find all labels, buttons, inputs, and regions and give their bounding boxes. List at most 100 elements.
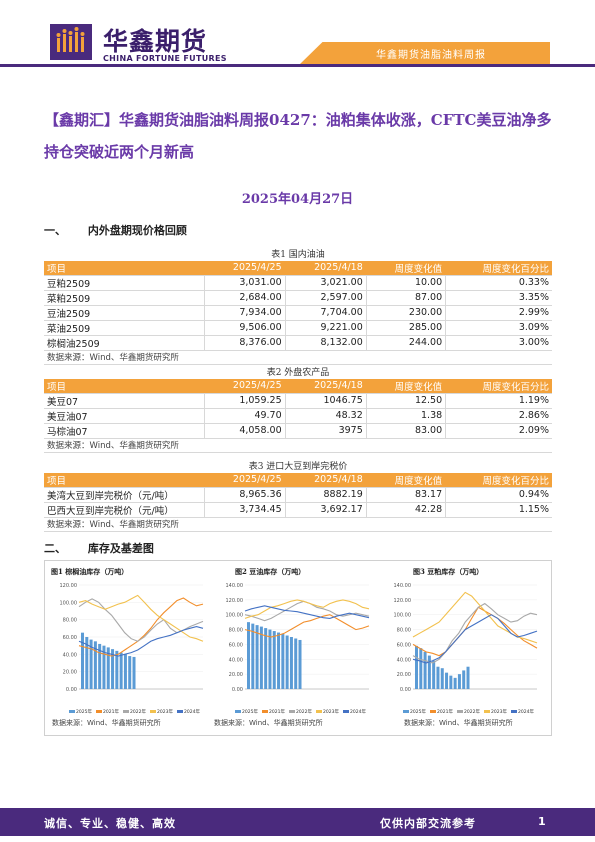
column-header: 2025/4/18 [284, 378, 367, 394]
footer-bar: 诚信、专业、稳健、高效 仅供内部交流参考 1 [0, 808, 595, 836]
table-cell: 9,506.00 [203, 320, 286, 336]
table-row: 菜粕2509 2,684.00 2,597.00 87.00 3.35% [44, 290, 552, 306]
chart-svg: 0.00 20.00 40.00 60.00 80.00 100.00 120.00 140.… [394, 583, 538, 715]
legend-swatch [262, 710, 268, 713]
row-label: 菜粕2509 [44, 290, 204, 306]
table-cell: 2.86% [445, 408, 552, 424]
table-domestic: 表1 国内油油 项目 2025/4/25 2025/4/18 周度变化值 周度变化百分比豆… [44, 246, 552, 365]
column-header: 项目 [44, 260, 204, 276]
legend-label: 2024年 [350, 708, 366, 715]
legend-label: 2025年 [410, 708, 426, 715]
series-line [412, 614, 538, 664]
bar [111, 649, 115, 689]
table-cell: 12.50 [365, 393, 446, 409]
row-label: 棕榈油2509 [44, 335, 204, 351]
chart-svg: 0.00 20.00 40.00 60.00 80.00 100.00 120.00 2025… [60, 583, 204, 715]
table-cell: 7,704.00 [284, 305, 367, 321]
chart-title: 图2 豆油库存（万吨） [235, 567, 306, 576]
row-label: 美湾大豆到岸完税价（元/吨） [44, 487, 204, 503]
chart-source-1: 数据来源：Wind、华鑫期货研究所 [52, 719, 161, 727]
table-cell: 1,059.25 [203, 393, 286, 409]
table-cell: 3.35% [445, 290, 552, 306]
legend-label: 2022年 [464, 708, 480, 715]
legend-swatch [457, 710, 463, 713]
y-tick-label: 60.00 [63, 635, 77, 641]
footer-disclaimer: 仅供内部交流参考 [380, 817, 476, 830]
table-cell: 2.99% [445, 305, 552, 321]
legend-label: 2024年 [518, 708, 534, 715]
legend-swatch [403, 710, 409, 713]
legend-label: 2022年 [296, 708, 312, 715]
bar [294, 638, 298, 689]
table-cell: 2,597.00 [284, 290, 367, 306]
bar [436, 666, 440, 689]
table-caption-row: 表3 进口大豆到岸完税价 [44, 458, 552, 473]
table-header-row: 项目 2025/4/25 2025/4/18 周度变化值 周度变化百分比 [44, 472, 552, 488]
series-line [244, 614, 370, 638]
y-tick-label: 80.00 [229, 628, 243, 634]
bar [277, 632, 281, 689]
bar [119, 652, 123, 689]
table-cell: 3.09% [445, 320, 552, 336]
legend-swatch [316, 710, 322, 713]
bar [419, 648, 423, 689]
table-cell: 3,021.00 [284, 275, 367, 291]
table-row: 马棕油07 4,058.00 3975 83.00 2.09% [44, 423, 552, 439]
bar [115, 650, 119, 689]
table-cell: 2.09% [445, 423, 552, 439]
y-tick-label: 120.00 [60, 583, 78, 589]
bar [432, 660, 436, 689]
y-tick-label: 0.00 [66, 687, 77, 693]
column-header: 周度变化百分比 [445, 472, 552, 488]
y-tick-label: 20.00 [397, 672, 411, 678]
report-date: 2025年04月27日 [241, 192, 354, 207]
row-label: 美豆07 [44, 393, 204, 409]
table-source: 数据来源：Wind、华鑫期货研究所 [44, 517, 552, 532]
table-cell: 48.32 [284, 408, 367, 424]
table-row: 豆油2509 7,934.00 7,704.00 230.00 2.99% [44, 305, 552, 321]
column-header: 2025/4/25 [203, 472, 286, 488]
y-tick-label: 20.00 [63, 670, 77, 676]
bar [298, 639, 302, 689]
legend-label: 2023年 [157, 708, 173, 715]
table-header-row: 项目 2025/4/25 2025/4/18 周度变化值 周度变化百分比 [44, 260, 552, 276]
series-line [244, 605, 370, 619]
legend-swatch [69, 710, 75, 713]
series-line [244, 599, 370, 619]
bar [251, 623, 255, 689]
bar [123, 654, 127, 689]
table-cell: 83.17 [365, 487, 446, 503]
table-cell: 3,692.17 [284, 502, 367, 518]
legend-swatch [484, 710, 490, 713]
bar [264, 628, 268, 689]
chart-title: 图3 豆粕库存（万吨） [413, 567, 484, 576]
table-caption: 表1 国内油油 [271, 249, 325, 260]
chart-soybean-meal-inventory: 图3 豆粕库存（万吨） 0.00 20.00 40.00 60.00 80.00 100.… [385, 567, 545, 732]
header-divider [0, 64, 595, 67]
bar [272, 631, 276, 689]
column-header: 2025/4/18 [284, 260, 367, 276]
y-tick-label: 20.00 [229, 672, 243, 678]
table-cell: 8,965.36 [203, 487, 286, 503]
bar [247, 622, 251, 689]
column-header: 周度变化值 [365, 472, 446, 488]
y-tick-label: 140.00 [226, 583, 244, 589]
row-label: 美豆油07 [44, 408, 204, 424]
table-source-row: 数据来源：Wind、华鑫期货研究所 [44, 350, 552, 365]
bar [285, 635, 289, 689]
table-cell: 7,934.00 [203, 305, 286, 321]
table-import-cost: 表3 进口大豆到岸完税价 项目 2025/4/25 2025/4/18 周度变化值 周度变… [44, 458, 552, 532]
section-heading-inventory: 二、 库存及基差图 [44, 540, 154, 556]
table-cell: 0.94% [445, 487, 552, 503]
column-header: 项目 [44, 472, 204, 488]
table-row: 美湾大豆到岸完税价（元/吨） 8,965.36 8882.19 83.17 0.94% [44, 487, 552, 503]
footer-motto: 诚信、专业、稳健、高效 [44, 817, 176, 830]
bar [453, 677, 457, 689]
row-label: 马棕油07 [44, 423, 204, 439]
page-number: 1 [538, 815, 546, 828]
table-row: 菜油2509 9,506.00 9,221.00 285.00 3.09% [44, 320, 552, 336]
series-line [412, 602, 538, 664]
bar [98, 643, 102, 689]
column-header: 周度变化百分比 [445, 260, 552, 276]
brand-logo-icon [50, 24, 92, 60]
